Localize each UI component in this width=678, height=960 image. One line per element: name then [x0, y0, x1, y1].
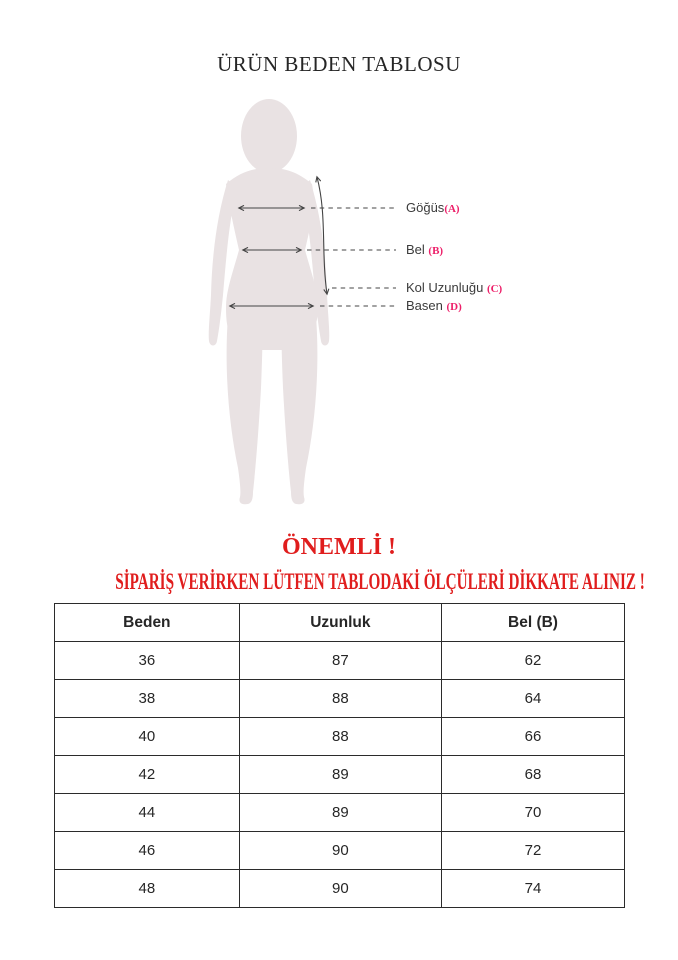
- measurement-arrows: [230, 177, 327, 306]
- body-measurement-diagram: [208, 99, 396, 505]
- silhouette-left-leg: [226, 316, 263, 505]
- table-cell: 38: [54, 679, 240, 718]
- table-cell: 36: [54, 641, 240, 680]
- table-row: 36 87 62: [54, 641, 626, 680]
- table-cell: 66: [440, 717, 626, 756]
- table-row: 48 90 74: [54, 869, 626, 908]
- table-cell: 90: [238, 869, 442, 908]
- table-row: 40 88 66: [54, 717, 626, 756]
- measurement-label-chest: Göğüs(A): [406, 200, 460, 216]
- notice-subheading: SİPARİŞ VERİRKEN LÜTFEN TABLODAKİ ÖLÇÜLE…: [115, 569, 645, 594]
- table-row: 46 90 72: [54, 831, 626, 870]
- table-cell: 74: [440, 869, 626, 908]
- measurement-name: Bel: [406, 242, 429, 257]
- measurement-label-arm-length: Kol Uzunluğu (C): [406, 280, 503, 296]
- table-cell: 68: [440, 755, 626, 794]
- size-table: Beden Uzunluk Bel (B) 36 87 62 38 88 64 …: [54, 603, 626, 908]
- table-row: 38 88 64: [54, 679, 626, 718]
- page-title: ÜRÜN BEDEN TABLOSU: [217, 52, 461, 76]
- leader-lines: [307, 207, 396, 307]
- table-cell: 88: [238, 679, 442, 718]
- body-silhouette: [208, 99, 330, 505]
- measurement-label-hip: Basen (D): [406, 298, 462, 314]
- table-row: 42 89 68: [54, 755, 626, 794]
- table-cell: 88: [238, 717, 442, 756]
- column-header-uzunluk: Uzunluk: [238, 603, 442, 642]
- silhouette-right-arm: [301, 180, 330, 346]
- measurement-letter: (D): [446, 301, 462, 313]
- measurement-name: Kol Uzunluğu: [406, 280, 487, 295]
- table-cell: 62: [440, 641, 626, 680]
- table-cell: 48: [54, 869, 240, 908]
- table-cell: 40: [54, 717, 240, 756]
- measurement-label-waist: Bel (B): [406, 242, 444, 258]
- silhouette-right-leg: [281, 316, 318, 505]
- table-header-row: Beden Uzunluk Bel (B): [54, 603, 626, 642]
- table-cell: 46: [54, 831, 240, 870]
- table-cell: 72: [440, 831, 626, 870]
- table-cell: 87: [238, 641, 442, 680]
- measurement-letter: (C): [486, 283, 503, 295]
- table-cell: 89: [238, 755, 442, 794]
- column-header-beden: Beden: [54, 603, 240, 642]
- measurement-letter: (A): [444, 203, 460, 215]
- silhouette-left-arm: [208, 180, 237, 346]
- table-cell: 90: [238, 831, 442, 870]
- silhouette-head-hair: [241, 99, 297, 173]
- table-cell: 70: [440, 793, 626, 832]
- arm-length-arrow: [317, 177, 327, 294]
- table-row: 44 89 70: [54, 793, 626, 832]
- measurement-letter: (B): [428, 245, 444, 257]
- table-cell: 64: [440, 679, 626, 718]
- notice-heading: ÖNEMLİ !: [282, 534, 396, 560]
- column-header-bel: Bel (B): [440, 603, 626, 642]
- measurement-name: Göğüs: [406, 200, 445, 215]
- table-cell: 42: [54, 755, 240, 794]
- table-cell: 44: [54, 793, 240, 832]
- measurement-name: Basen: [406, 298, 447, 313]
- table-cell: 89: [238, 793, 442, 832]
